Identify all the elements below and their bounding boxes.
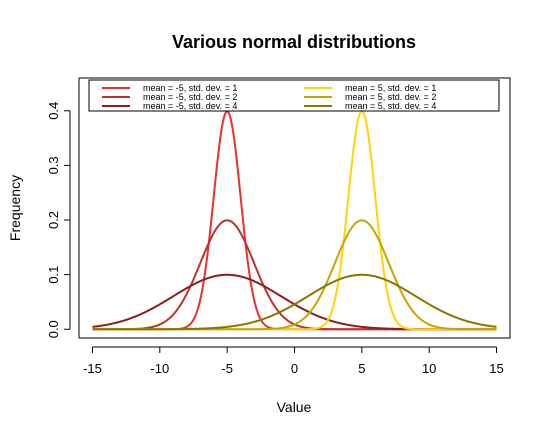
plot-frame xyxy=(78,77,511,339)
series-layer xyxy=(92,110,497,331)
x-tick-label: 5 xyxy=(358,361,365,376)
x-tick-label: -5 xyxy=(221,361,233,376)
legend-label: mean = -5, std. dev. = 1 xyxy=(143,83,237,93)
x-tick-label: 0 xyxy=(291,361,298,376)
y-tick-label: 0.3 xyxy=(46,156,61,174)
x-tick-label: 10 xyxy=(422,361,436,376)
x-tick-label: 15 xyxy=(489,361,503,376)
y-tick-label: 0.1 xyxy=(46,266,61,284)
legend-label: mean = 5, std. dev. = 4 xyxy=(345,101,436,111)
y-axis: 0.0 0.1 0.2 0.3 0.4 xyxy=(46,102,71,338)
legend-label: mean = -5, std. dev. = 4 xyxy=(143,101,237,111)
legend-box xyxy=(88,79,500,112)
series-line-1 xyxy=(92,110,497,331)
y-tick-label: 0.4 xyxy=(46,102,61,120)
y-tick-label: 0.0 xyxy=(46,320,61,338)
legend-label: mean = 5, std. dev. = 1 xyxy=(345,83,436,93)
y-axis-label: Frequency xyxy=(7,175,23,241)
series-line-5 xyxy=(92,219,497,331)
series-line-2 xyxy=(92,219,497,331)
x-tick-label: -15 xyxy=(83,361,102,376)
series-line-4 xyxy=(92,110,497,331)
legend-label: mean = 5, std. dev. = 2 xyxy=(345,92,436,102)
series-line-3 xyxy=(92,273,497,331)
x-axis: -15 -10 -5 0 5 10 15 xyxy=(83,346,504,376)
legend-label: mean = -5, std. dev. = 2 xyxy=(143,92,237,102)
series-line-6 xyxy=(92,273,497,331)
y-tick-label: 0.2 xyxy=(46,211,61,229)
x-tick-label: -10 xyxy=(150,361,169,376)
chart-title: Various normal distributions xyxy=(172,32,416,52)
x-axis-label: Value xyxy=(277,399,312,415)
